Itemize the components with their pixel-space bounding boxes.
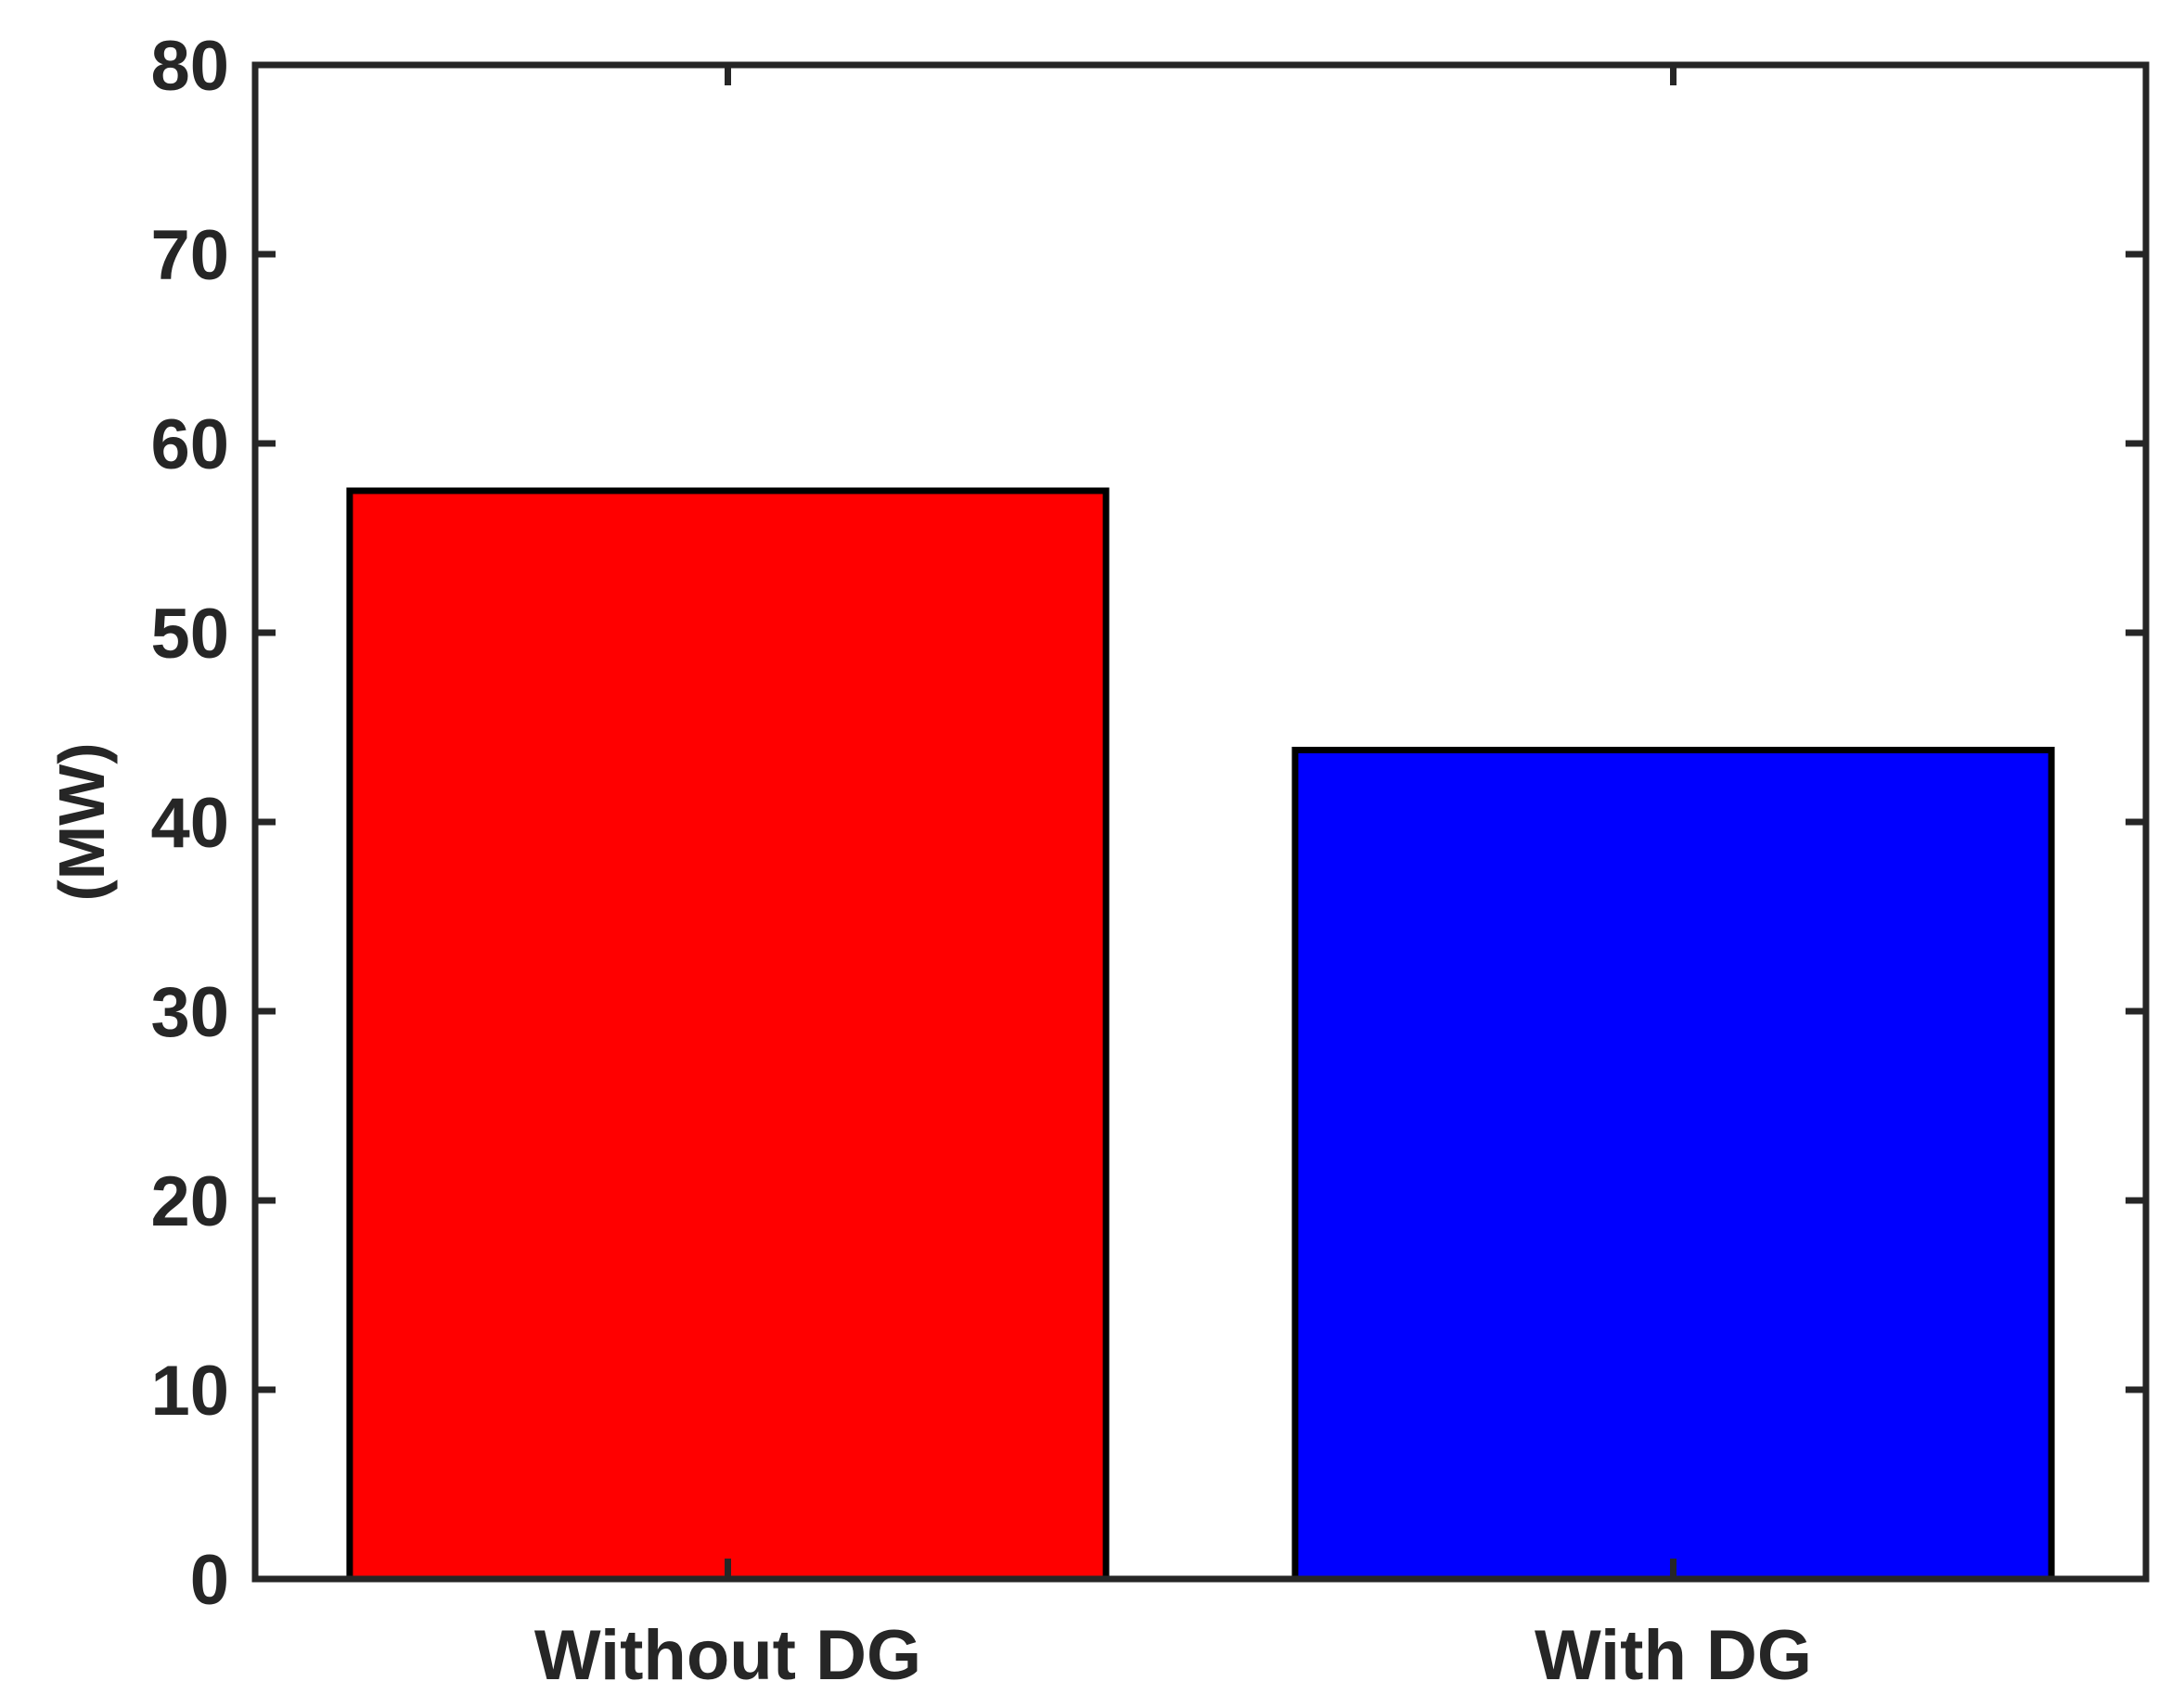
plot-area-frame <box>251 61 2150 1583</box>
y-tick-labels: 0 10 20 30 40 50 60 70 80 <box>150 27 229 1620</box>
ytick-label-3: 30 <box>150 973 229 1052</box>
xtick-label-0: Without DG <box>534 1616 921 1695</box>
ytick-label-8: 80 <box>150 27 229 106</box>
bar-1 <box>1291 746 2055 1583</box>
ytick-label-1: 10 <box>150 1352 229 1431</box>
ytick-label-7: 70 <box>150 216 229 295</box>
ytick-label-0: 0 <box>190 1541 229 1620</box>
xtick-label-1: With DG <box>1535 1616 1812 1695</box>
ytick-label-5: 50 <box>150 595 229 674</box>
x-tick-labels: Without DG With DG <box>534 1616 1812 1695</box>
y-axis-label: (MW) <box>45 742 118 901</box>
ytick-label-6: 60 <box>150 405 229 484</box>
bar-0 <box>346 487 1110 1583</box>
bars-group <box>346 487 2055 1583</box>
ytick-label-4: 40 <box>150 784 229 863</box>
ytick-label-2: 20 <box>150 1162 229 1241</box>
